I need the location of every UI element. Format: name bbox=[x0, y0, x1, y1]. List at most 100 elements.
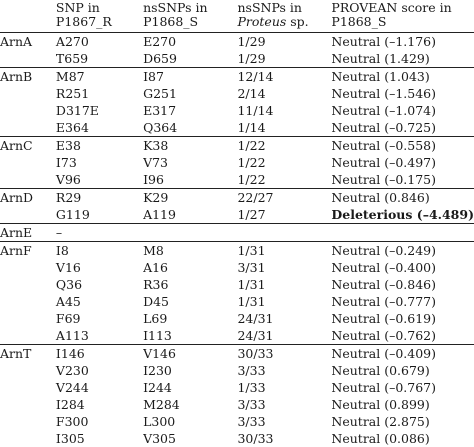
provean-cell: Neutral (2.875) bbox=[331, 413, 474, 430]
header-snp-p1867: SNP in P1867_R bbox=[56, 0, 143, 33]
header-line: nsSNPs in bbox=[143, 0, 207, 15]
proteus-cell: 30/33 bbox=[237, 430, 331, 447]
snp-cell: V96 bbox=[56, 171, 143, 189]
nssnp-p1868-cell: I244 bbox=[143, 379, 237, 396]
proteus-cell: 1/29 bbox=[237, 33, 331, 51]
provean-cell: Neutral (1.043) bbox=[331, 68, 474, 86]
proteus-cell: 3/33 bbox=[237, 362, 331, 379]
nssnp-p1868-cell: I96 bbox=[143, 171, 237, 189]
gene-cell bbox=[0, 50, 56, 68]
header-line: SNP in bbox=[56, 0, 100, 15]
proteus-cell bbox=[237, 224, 331, 242]
gene-cell bbox=[0, 276, 56, 293]
nssnp-p1868-cell: A119 bbox=[143, 206, 237, 224]
nssnp-p1868-cell bbox=[143, 224, 237, 242]
proteus-cell: 1/22 bbox=[237, 137, 331, 155]
nssnp-p1868-cell: G251 bbox=[143, 85, 237, 102]
proteus-cell: 3/31 bbox=[237, 259, 331, 276]
snp-cell: E364 bbox=[56, 119, 143, 137]
nssnp-p1868-cell: K38 bbox=[143, 137, 237, 155]
nssnp-p1868-cell: Q364 bbox=[143, 119, 237, 137]
snp-cell: A270 bbox=[56, 33, 143, 51]
gene-cell bbox=[0, 119, 56, 137]
provean-cell: Neutral (–0.777) bbox=[331, 293, 474, 310]
proteus-cell: 1/14 bbox=[237, 119, 331, 137]
snp-cell: G119 bbox=[56, 206, 143, 224]
nssnp-p1868-cell: K29 bbox=[143, 189, 237, 207]
header-line: nsSNPs in bbox=[237, 0, 301, 15]
header-row: SNP in P1867_R nsSNPs in P1868_S nsSNPs … bbox=[0, 0, 474, 33]
gene-cell bbox=[0, 310, 56, 327]
gene-cell bbox=[0, 102, 56, 119]
proteus-cell: 11/14 bbox=[237, 102, 331, 119]
snp-cell: D317E bbox=[56, 102, 143, 119]
gene-cell bbox=[0, 154, 56, 171]
header-gene bbox=[0, 0, 56, 33]
provean-cell: Neutral (–1.176) bbox=[331, 33, 474, 51]
nssnp-p1868-cell: V146 bbox=[143, 345, 237, 363]
provean-cell: Neutral (1.429) bbox=[331, 50, 474, 68]
provean-cell: Neutral (–0.400) bbox=[331, 259, 474, 276]
snp-cell: I284 bbox=[56, 396, 143, 413]
snp-cell: R251 bbox=[56, 85, 143, 102]
nssnp-p1868-cell: D659 bbox=[143, 50, 237, 68]
snp-cell: I8 bbox=[56, 242, 143, 260]
nssnp-p1868-cell: L69 bbox=[143, 310, 237, 327]
provean-cell: Neutral (–0.767) bbox=[331, 379, 474, 396]
provean-cell: Neutral (–0.619) bbox=[331, 310, 474, 327]
nssnp-p1868-cell: A16 bbox=[143, 259, 237, 276]
nssnp-p1868-cell: V305 bbox=[143, 430, 237, 447]
provean-cell: Neutral (–1.546) bbox=[331, 85, 474, 102]
gene-cell bbox=[0, 171, 56, 189]
proteus-cell: 1/27 bbox=[237, 206, 331, 224]
snp-cell: R29 bbox=[56, 189, 143, 207]
snp-cell: F300 bbox=[56, 413, 143, 430]
proteus-cell: 3/33 bbox=[237, 396, 331, 413]
snp-cell: V16 bbox=[56, 259, 143, 276]
proteus-cell: 1/31 bbox=[237, 276, 331, 293]
snp-cell: M87 bbox=[56, 68, 143, 86]
gene-cell bbox=[0, 396, 56, 413]
gene-cell bbox=[0, 362, 56, 379]
header-line: P1868_S bbox=[143, 14, 198, 29]
snp-cell: E38 bbox=[56, 137, 143, 155]
proteus-cell: 1/22 bbox=[237, 171, 331, 189]
snp-cell: V244 bbox=[56, 379, 143, 396]
proteus-cell: 1/31 bbox=[237, 293, 331, 310]
nssnp-p1868-cell: L300 bbox=[143, 413, 237, 430]
proteus-cell: 24/31 bbox=[237, 327, 331, 345]
provean-cell: Neutral (0.086) bbox=[331, 430, 474, 447]
provean-cell: Neutral (–0.846) bbox=[331, 276, 474, 293]
provean-cell: Neutral (0.899) bbox=[331, 396, 474, 413]
header-line: P1868_S bbox=[331, 14, 386, 29]
gene-cell: ArnT bbox=[0, 345, 56, 363]
snp-cell: – bbox=[56, 224, 143, 242]
snp-cell: I73 bbox=[56, 154, 143, 171]
provean-cell: Neutral (–0.497) bbox=[331, 154, 474, 171]
gene-cell bbox=[0, 206, 56, 224]
provean-cell: Neutral (–0.762) bbox=[331, 327, 474, 345]
gene-cell bbox=[0, 379, 56, 396]
nssnp-p1868-cell: E317 bbox=[143, 102, 237, 119]
provean-cell: Neutral (–0.558) bbox=[331, 137, 474, 155]
nssnp-p1868-cell: D45 bbox=[143, 293, 237, 310]
gene-cell bbox=[0, 85, 56, 102]
provean-cell: Neutral (–0.409) bbox=[331, 345, 474, 363]
provean-cell: Neutral (–0.175) bbox=[331, 171, 474, 189]
table-header: SNP in P1867_R nsSNPs in P1868_S nsSNPs … bbox=[0, 0, 474, 33]
provean-cell bbox=[331, 224, 474, 242]
provean-cell: Deleterious (–4.489) bbox=[331, 206, 474, 224]
